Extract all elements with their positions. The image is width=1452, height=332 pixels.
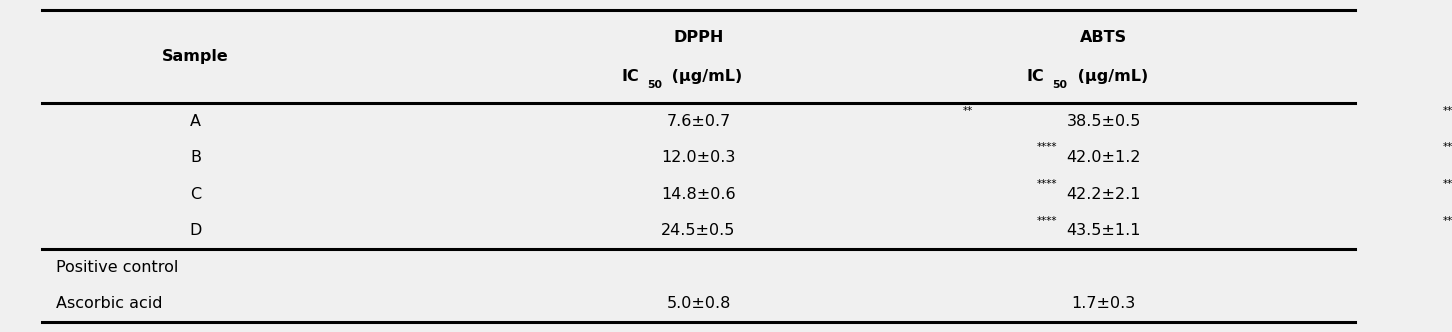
Text: Positive control: Positive control (55, 260, 179, 275)
Text: B: B (190, 150, 200, 165)
Text: ABTS: ABTS (1080, 30, 1127, 45)
Text: IC: IC (1027, 69, 1044, 84)
Text: **: ** (963, 106, 973, 116)
Text: 38.5±0.5: 38.5±0.5 (1066, 114, 1141, 129)
Text: Ascorbic acid: Ascorbic acid (55, 296, 163, 311)
Text: A: A (190, 114, 200, 129)
Text: 43.5±1.1: 43.5±1.1 (1066, 223, 1141, 238)
Text: 14.8±0.6: 14.8±0.6 (661, 187, 736, 202)
Text: DPPH: DPPH (674, 30, 723, 45)
Text: (μg/mL): (μg/mL) (666, 69, 742, 84)
Text: C: C (190, 187, 202, 202)
Text: 50: 50 (646, 80, 662, 90)
Text: ****: **** (1037, 215, 1057, 225)
Text: 12.0±0.3: 12.0±0.3 (661, 150, 736, 165)
Text: IC: IC (621, 69, 639, 84)
Text: 5.0±0.8: 5.0±0.8 (666, 296, 730, 311)
Text: 50: 50 (1053, 80, 1067, 90)
Text: (μg/mL): (μg/mL) (1072, 69, 1147, 84)
Text: 42.0±1.2: 42.0±1.2 (1066, 150, 1141, 165)
Text: ****: **** (1037, 179, 1057, 189)
Text: ****: **** (1442, 142, 1452, 152)
Text: ****: **** (1037, 142, 1057, 152)
Text: 7.6±0.7: 7.6±0.7 (666, 114, 730, 129)
Text: D: D (189, 223, 202, 238)
Text: 1.7±0.3: 1.7±0.3 (1072, 296, 1135, 311)
Text: ****: **** (1442, 215, 1452, 225)
Text: ****: **** (1442, 106, 1452, 116)
Text: 24.5±0.5: 24.5±0.5 (661, 223, 736, 238)
Text: Sample: Sample (163, 49, 229, 64)
Text: 42.2±2.1: 42.2±2.1 (1066, 187, 1141, 202)
Text: ****: **** (1442, 179, 1452, 189)
